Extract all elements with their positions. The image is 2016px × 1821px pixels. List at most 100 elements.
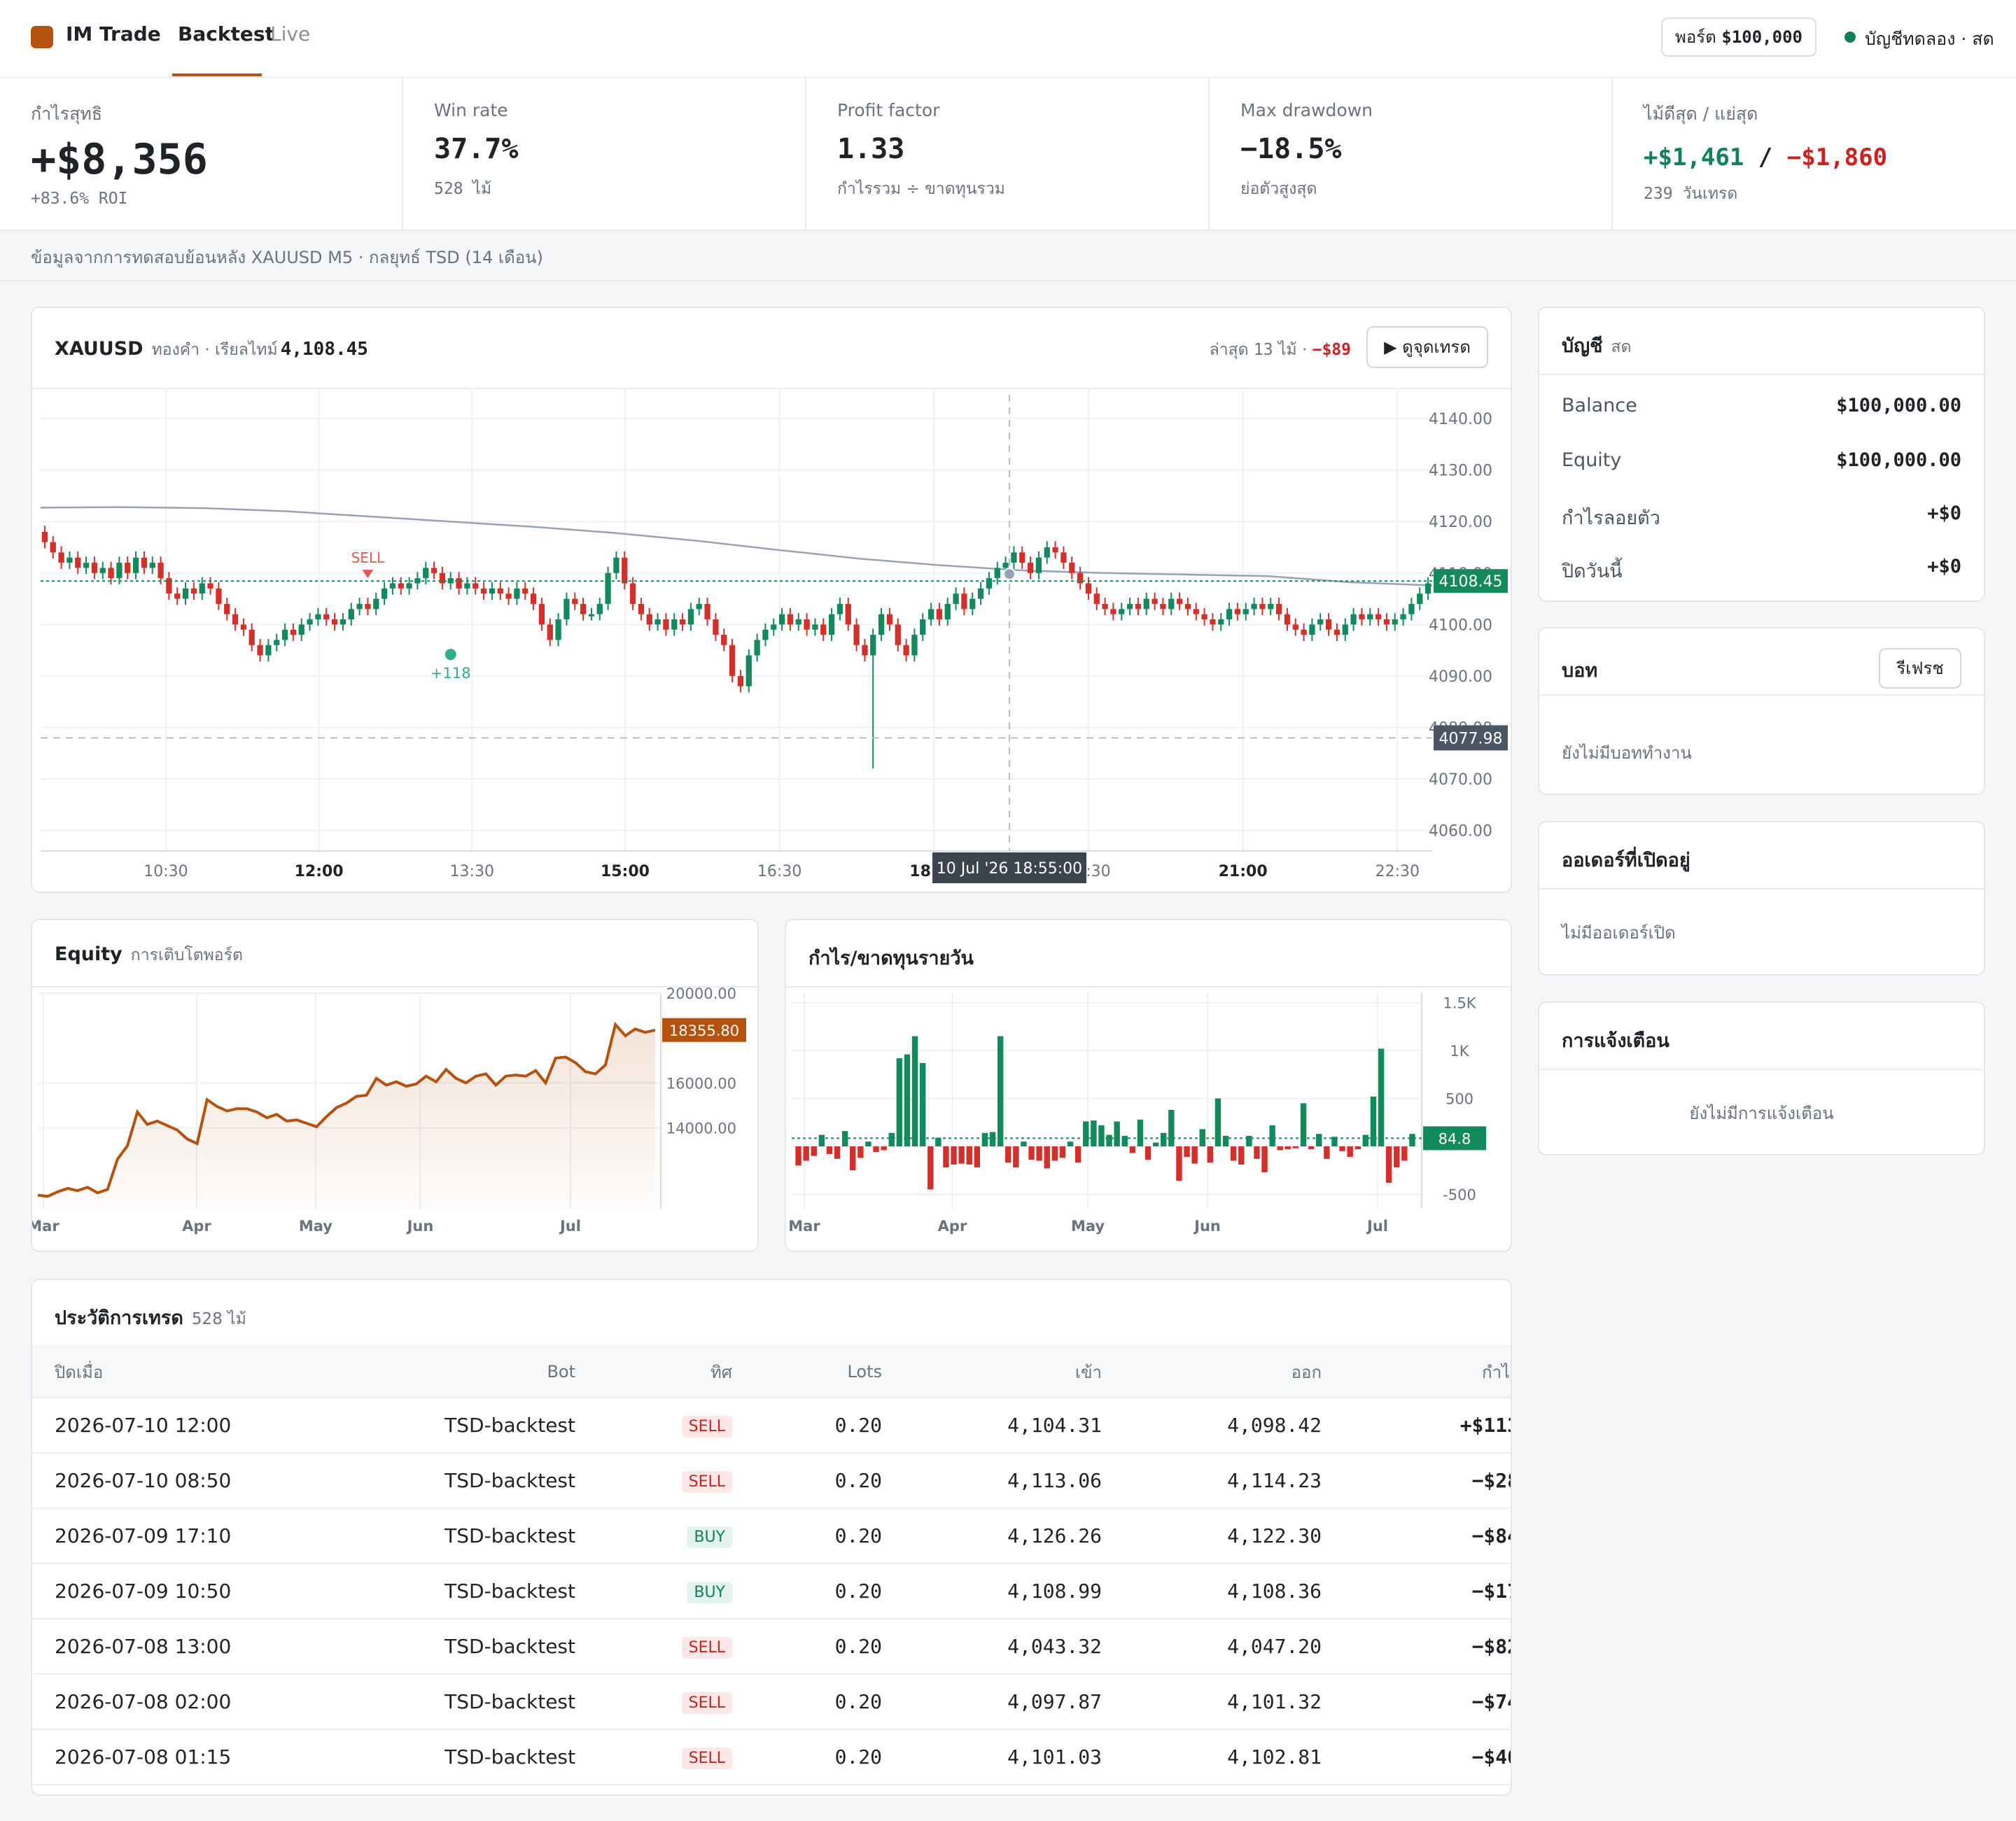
table-row[interactable]: 2026-07-08 01:15 TSD-backtest SELL 0.20 4,10… bbox=[32, 1729, 1511, 1785]
table-row[interactable]: 2026-07-08 02:00 TSD-backtest SELL 0.20 4,09… bbox=[32, 1674, 1511, 1730]
row-value: +$0 bbox=[1927, 502, 1961, 524]
pnl-bar bbox=[1161, 1132, 1167, 1147]
pnl-bar bbox=[1354, 1146, 1361, 1150]
account-status[interactable]: บัญชีทดลอง · สด bbox=[1865, 29, 1994, 49]
stat-value: +$8,356 bbox=[31, 135, 208, 184]
candle bbox=[232, 614, 239, 625]
candle bbox=[862, 645, 868, 656]
account-row-floating: กำไรลอยตัว +$0 bbox=[1562, 502, 1961, 533]
bots-card: บอท รีเฟรช ยังไม่มีบอททำงาน bbox=[1538, 627, 1985, 795]
candle bbox=[538, 603, 545, 625]
candle bbox=[1027, 563, 1034, 573]
x-tick-label: Apr bbox=[182, 1218, 211, 1235]
col-closed[interactable]: ปิดเมื่อ bbox=[32, 1347, 308, 1398]
candle bbox=[845, 603, 851, 625]
crosshair-time-tag bbox=[932, 852, 1086, 883]
stat-sub: +83.6% ROI bbox=[31, 190, 128, 208]
col-profit[interactable]: กำไร bbox=[1344, 1347, 1511, 1398]
candle bbox=[1234, 609, 1241, 614]
col-side[interactable]: ทิศ bbox=[598, 1347, 755, 1398]
candle bbox=[555, 619, 561, 640]
table-row[interactable]: 2026-07-09 17:10 TSD-backtest BUY 0.20 4,126… bbox=[32, 1508, 1511, 1564]
equity-area bbox=[38, 1024, 655, 1209]
candle bbox=[497, 588, 503, 594]
candle bbox=[149, 563, 155, 568]
candle bbox=[398, 583, 404, 589]
cell-side: SELL bbox=[598, 1619, 755, 1675]
table-row[interactable]: 2026-07-10 12:00 TSD-backtest SELL 0.20 4,10… bbox=[32, 1398, 1511, 1454]
candle bbox=[406, 583, 412, 589]
pnl-bar bbox=[826, 1146, 833, 1154]
candle bbox=[1317, 619, 1324, 625]
cell-exit: 4,101.32 bbox=[1124, 1674, 1344, 1730]
candle bbox=[787, 614, 794, 625]
x-tick-label: 10:30 bbox=[144, 863, 188, 880]
pnl-bar bbox=[958, 1146, 965, 1164]
stat-label: ไม้ดีสุด / แย่สุด bbox=[1644, 104, 1758, 124]
x-tick-label: 13:30 bbox=[450, 863, 494, 880]
col-exit[interactable]: ออก bbox=[1124, 1347, 1344, 1398]
account-row-closed-today: ปิดวันนี้ +$0 bbox=[1562, 556, 1961, 586]
equity-chart[interactable]: 20000.00 16000.00 14000.00 Mar Apr May Jun Jul 1… bbox=[32, 986, 757, 1251]
candle bbox=[464, 583, 470, 589]
pnl-bar bbox=[1067, 1141, 1074, 1147]
x-tick-label: Jul bbox=[559, 1218, 581, 1235]
pnl-bar bbox=[1254, 1146, 1260, 1159]
candle bbox=[638, 603, 645, 614]
row-label: ปิดวันนี้ bbox=[1562, 561, 1623, 582]
cell-closed: 2026-07-09 17:10 bbox=[32, 1508, 308, 1564]
cell-bot: TSD-backtest bbox=[308, 1619, 598, 1675]
row-label: Balance bbox=[1562, 395, 1637, 416]
last-price-label: 4108.45 bbox=[1439, 573, 1503, 591]
pnl-bar bbox=[981, 1132, 988, 1147]
table-row[interactable]: 2026-07-10 08:50 TSD-backtest SELL 0.20 4,11… bbox=[32, 1453, 1511, 1509]
equity-line bbox=[37, 1021, 656, 1198]
pnl-bar bbox=[919, 1062, 926, 1147]
divider bbox=[0, 280, 2016, 281]
candle bbox=[1193, 609, 1199, 614]
refresh-button[interactable]: รีเฟรช bbox=[1879, 648, 1961, 689]
x-tick-label: May bbox=[1071, 1218, 1105, 1235]
pnl-bar bbox=[795, 1146, 802, 1166]
view-trades-button[interactable]: ▶ ดูจุดเทรด bbox=[1366, 326, 1488, 368]
candle bbox=[216, 588, 222, 604]
candle bbox=[746, 655, 752, 687]
table-row[interactable]: 2026-07-08 13:00 TSD-backtest SELL 0.20 4,04… bbox=[32, 1619, 1511, 1675]
portfolio-badge[interactable]: พอร์ต $100,000 bbox=[1661, 17, 1816, 57]
tab-backtest[interactable]: Backtest bbox=[178, 22, 274, 45]
candle bbox=[248, 629, 255, 645]
candle bbox=[1424, 583, 1432, 594]
cell-entry: 4,113.06 bbox=[904, 1453, 1124, 1509]
y-tick-label: 4070.00 bbox=[1429, 771, 1492, 789]
candle bbox=[132, 557, 139, 573]
pnl-bar bbox=[943, 1146, 949, 1168]
x-tick-label: 21:00 bbox=[1219, 863, 1268, 880]
candle bbox=[530, 593, 537, 604]
tab-live[interactable]: Live bbox=[270, 22, 311, 45]
col-entry[interactable]: เข้า bbox=[904, 1347, 1124, 1398]
candle bbox=[75, 557, 81, 568]
col-lots[interactable]: Lots bbox=[755, 1347, 904, 1398]
pnl-bar bbox=[1207, 1146, 1214, 1163]
price-chart[interactable]: 4140.004130.004120.004110.004100.004090.… bbox=[32, 388, 1511, 892]
portfolio-label: พอร์ต bbox=[1675, 27, 1716, 47]
pnl-bar bbox=[1277, 1146, 1283, 1151]
candle bbox=[439, 572, 446, 584]
cell-entry: 4,108.99 bbox=[904, 1563, 1124, 1619]
y-tick-label: 4140.00 bbox=[1429, 411, 1492, 428]
pnl-bar bbox=[1316, 1134, 1322, 1147]
candle bbox=[1292, 624, 1298, 630]
table-row[interactable]: 2026-07-09 10:50 TSD-backtest BUY 0.20 4,108… bbox=[32, 1563, 1511, 1619]
x-tick-label: 16:30 bbox=[757, 863, 802, 880]
moving-average-line bbox=[40, 506, 1433, 586]
cell-closed: 2026-07-08 02:00 bbox=[32, 1674, 308, 1730]
candle bbox=[886, 614, 893, 625]
candle bbox=[1060, 552, 1067, 563]
daily-pnl-chart[interactable]: 1.5K 1K 500 -500 Mar Apr May Jun Jul 84.8 bbox=[786, 986, 1511, 1251]
candle bbox=[654, 619, 661, 625]
candle bbox=[1176, 598, 1183, 604]
col-bot[interactable]: Bot bbox=[308, 1347, 598, 1398]
pnl-bar bbox=[1324, 1146, 1330, 1159]
candle bbox=[1102, 603, 1108, 610]
account-row-equity: Equity $100,000.00 bbox=[1562, 449, 1961, 471]
